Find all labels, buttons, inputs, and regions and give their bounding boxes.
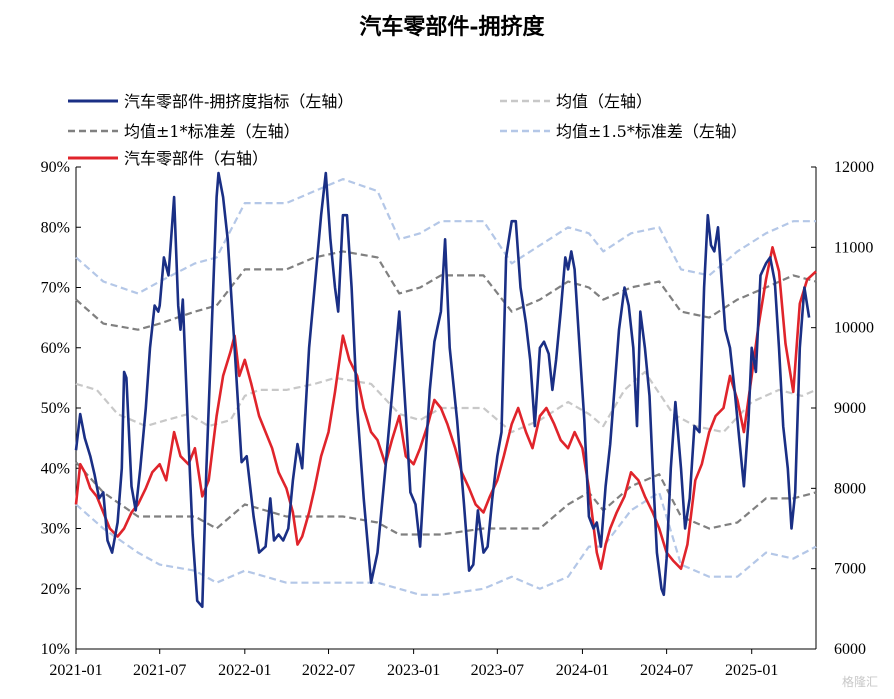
chart-legend: 汽车零部件-拥挤度指标（左轴） 均值（左轴） 均值±1*标准差（左轴） 均值±1… xyxy=(68,92,747,168)
y-left-tick-label: 40% xyxy=(41,460,70,477)
x-tick-label: 2022-07 xyxy=(302,662,355,679)
legend-label-crowding: 汽车零部件-拥挤度指标（左轴） xyxy=(124,92,353,111)
y-right-tick-label: 10000 xyxy=(834,320,874,337)
y-left-tick-label: 60% xyxy=(41,340,70,357)
x-tick-label: 2023-01 xyxy=(387,662,440,679)
x-tick-label: 2025-01 xyxy=(725,662,778,679)
y-right-tick-label: 6000 xyxy=(834,641,866,658)
y-left-tick-label: 10% xyxy=(41,641,70,658)
y-right-tick-label: 12000 xyxy=(834,159,874,176)
y-left-tick-label: 80% xyxy=(41,219,70,236)
chart-plot-area xyxy=(74,171,817,609)
x-tick-label: 2024-01 xyxy=(556,662,609,679)
legend-label-sd15: 均值±1.5*标准差（左轴） xyxy=(556,122,747,141)
series-line-crowding xyxy=(74,171,811,609)
y-right-tick-label: 11000 xyxy=(834,239,873,256)
y-right-tick-label: 7000 xyxy=(834,561,866,578)
chart-title: 汽车零部件-拥挤度 xyxy=(359,14,545,40)
series-line-price xyxy=(74,246,817,571)
y-left-tick-label: 70% xyxy=(41,280,70,297)
series-line-sd1-upper xyxy=(75,250,817,331)
x-tick-label: 2021-01 xyxy=(49,662,102,679)
series-line-sd1-lower xyxy=(75,461,817,536)
y-left-tick-label: 50% xyxy=(41,400,70,417)
y-left-tick-label: 20% xyxy=(41,581,70,598)
legend-label-price: 汽车零部件（右轴） xyxy=(124,149,268,168)
chart-axes: 10% 20% 30% 40% 50% 60% 70% 80% 90% 6000 7000 8000 9… xyxy=(41,159,874,679)
series-line-sd15-upper xyxy=(75,178,816,295)
watermark-text: 格隆汇 xyxy=(842,674,878,689)
x-tick-label: 2021-07 xyxy=(133,662,186,679)
x-tick-label: 2024-07 xyxy=(640,662,693,679)
series-line-sd15-lower xyxy=(75,491,817,596)
y-right-tick-label: 8000 xyxy=(834,480,866,497)
y-left-tick-label: 30% xyxy=(41,521,70,538)
y-right-tick-label: 9000 xyxy=(834,400,866,417)
x-tick-label: 2022-01 xyxy=(218,662,271,679)
legend-label-sd1: 均值±1*标准差（左轴） xyxy=(124,122,300,141)
legend-label-mean: 均值（左轴） xyxy=(556,92,652,111)
y-left-tick-label: 90% xyxy=(41,159,70,176)
x-tick-label: 2023-07 xyxy=(471,662,524,679)
